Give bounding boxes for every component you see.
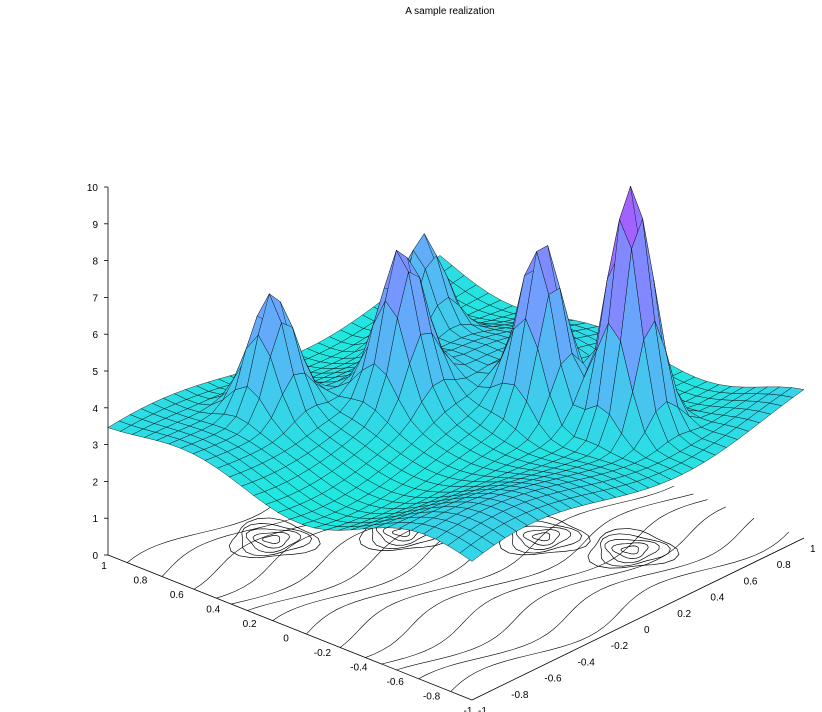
contour-line xyxy=(261,535,281,544)
x-tick-label: 0.4 xyxy=(710,593,724,604)
contour-line xyxy=(620,545,639,555)
contour-line xyxy=(339,485,674,648)
y-tick-label: 0.6 xyxy=(170,590,184,601)
contour-line xyxy=(241,522,313,557)
contour-line xyxy=(365,493,694,658)
y-tick-label: -0.8 xyxy=(423,692,441,703)
y-tick-label: 0.8 xyxy=(133,576,147,587)
y-tick-label: -0.6 xyxy=(387,677,405,688)
z-tick-label: 4 xyxy=(92,404,98,415)
y-tick-label: 0 xyxy=(283,634,289,645)
z-tick-label: 7 xyxy=(92,293,98,304)
x-tick-label: 0.2 xyxy=(677,609,691,620)
z-tick-label: 9 xyxy=(92,220,98,231)
z-tick-label: 1 xyxy=(92,514,98,525)
x-tick-label: 0.8 xyxy=(777,560,791,571)
z-tick-label: 0 xyxy=(92,551,98,562)
x-tick-label: 0 xyxy=(644,625,650,636)
surface-facet xyxy=(780,387,805,398)
y-tick-label: 1 xyxy=(101,561,107,572)
contour-line xyxy=(600,533,671,567)
contour-line xyxy=(418,517,755,680)
y-tick-label: -1 xyxy=(464,706,473,712)
x-tick-label: -0.6 xyxy=(544,674,562,685)
x-tick-label: -1 xyxy=(478,706,487,712)
contour-line xyxy=(252,531,290,549)
contour-line xyxy=(245,528,301,553)
y-axis xyxy=(107,554,473,701)
x-tick-label: -0.4 xyxy=(578,657,596,668)
z-tick-label: 3 xyxy=(92,441,98,452)
y-tick-label: -0.4 xyxy=(350,663,368,674)
chart-title: A sample realization xyxy=(405,6,495,17)
contour-line xyxy=(611,542,649,559)
z-tick-label: 10 xyxy=(87,183,99,194)
z-tick-label: 8 xyxy=(92,257,98,268)
z-tick-label: 6 xyxy=(92,330,98,341)
contour-line xyxy=(531,532,551,542)
x-tick-label: -0.2 xyxy=(611,641,629,652)
contour-line xyxy=(228,517,321,558)
y-tick-label: 0.2 xyxy=(243,619,257,630)
contour-line xyxy=(522,529,561,546)
contour-line xyxy=(381,499,708,665)
contour-line xyxy=(391,528,411,537)
contour-line xyxy=(396,506,726,671)
y-tick-label: 0.4 xyxy=(206,605,220,616)
contour-line xyxy=(587,528,680,569)
x-axis xyxy=(471,537,805,701)
z-tick-label: 2 xyxy=(92,477,98,488)
y-tick-label: -0.2 xyxy=(314,648,332,659)
x-tick-label: 0.6 xyxy=(744,576,758,587)
z-tick-label: 5 xyxy=(92,367,98,378)
mesh-surface xyxy=(107,185,805,562)
x-tick-label: -0.8 xyxy=(511,690,529,701)
x-tick-label: 1 xyxy=(810,544,816,555)
axes: 012345678910-1-0.8-0.6-0.4-0.200.20.40.6… xyxy=(87,183,816,712)
contour-line xyxy=(450,531,790,692)
contour-line xyxy=(516,525,571,550)
